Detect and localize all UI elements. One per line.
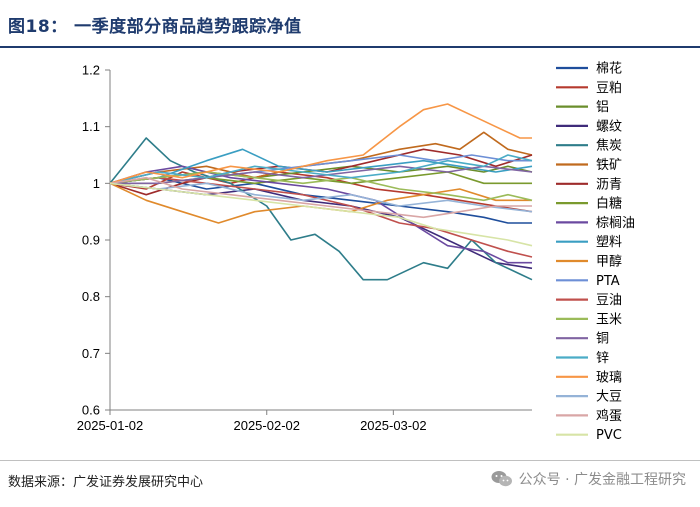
legend-label: 甲醇 <box>596 254 622 270</box>
x-tick-label: 2025-02-02 <box>233 418 300 433</box>
legend-label: 焦炭 <box>596 139 622 154</box>
legend-label: 豆油 <box>596 293 622 308</box>
watermark-text: 公众号 · 广发金融工程研究 <box>518 472 686 488</box>
y-tick-label: 1 <box>93 176 100 191</box>
x-tick-label: 2025-01-02 <box>77 418 144 433</box>
y-tick-label: 1.2 <box>82 63 100 78</box>
legend-label: 棉花 <box>596 61 622 77</box>
y-tick-label: 1.1 <box>82 119 100 134</box>
series-line-13 <box>109 176 533 258</box>
source-note: 数据来源：广发证券发展研究中心 <box>8 475 204 490</box>
watermark: 公众号 · 广发金融工程研究 <box>491 469 686 489</box>
wechat-icon <box>491 471 512 487</box>
legend-label: 沥青 <box>596 177 622 192</box>
legend-label: 鸡蛋 <box>596 408 622 424</box>
legend-label: 塑料 <box>596 235 622 250</box>
legend-label: 铜 <box>596 332 609 347</box>
legend-label: 螺纹 <box>596 119 622 134</box>
legend-label: 棕榈油 <box>596 216 635 231</box>
legend-label: 铁矿 <box>596 158 622 173</box>
legend-label: 大豆 <box>596 390 622 405</box>
figure-header: 图18： 一季度部分商品趋势跟踪净值 <box>0 0 700 48</box>
series-line-2 <box>109 171 533 213</box>
x-tick-label: 2025-03-02 <box>360 418 427 433</box>
legend-label: 白糖 <box>596 196 622 212</box>
series-line-20 <box>109 182 533 247</box>
legend-label: PVC <box>596 428 622 443</box>
chart-series-lines <box>109 103 533 281</box>
legend-label: 玻璃 <box>596 370 622 385</box>
figure-title: 图18： 一季度部分商品趋势跟踪净值 <box>8 17 302 37</box>
y-tick-label: 0.9 <box>82 233 100 248</box>
legend-label: 锌 <box>596 351 609 366</box>
legend-label: PTA <box>596 274 620 289</box>
series-line-17 <box>109 103 532 185</box>
legend-label: 豆粕 <box>596 81 622 96</box>
y-tick-label: 0.8 <box>82 289 100 304</box>
y-tick-label: 0.7 <box>82 346 100 361</box>
series-line-5 <box>109 137 533 281</box>
series-line-6 <box>109 131 533 185</box>
figure-footer: 数据来源：广发证券发展研究中心 公众号 · 广发金融工程研究 <box>0 460 700 507</box>
legend-label: 铝 <box>596 100 609 115</box>
y-tick-label: 0.6 <box>82 403 100 418</box>
legend-label: 玉米 <box>596 312 622 327</box>
series-line-1 <box>109 176 532 224</box>
series-line-19 <box>109 176 532 219</box>
series-line-18 <box>109 182 533 213</box>
